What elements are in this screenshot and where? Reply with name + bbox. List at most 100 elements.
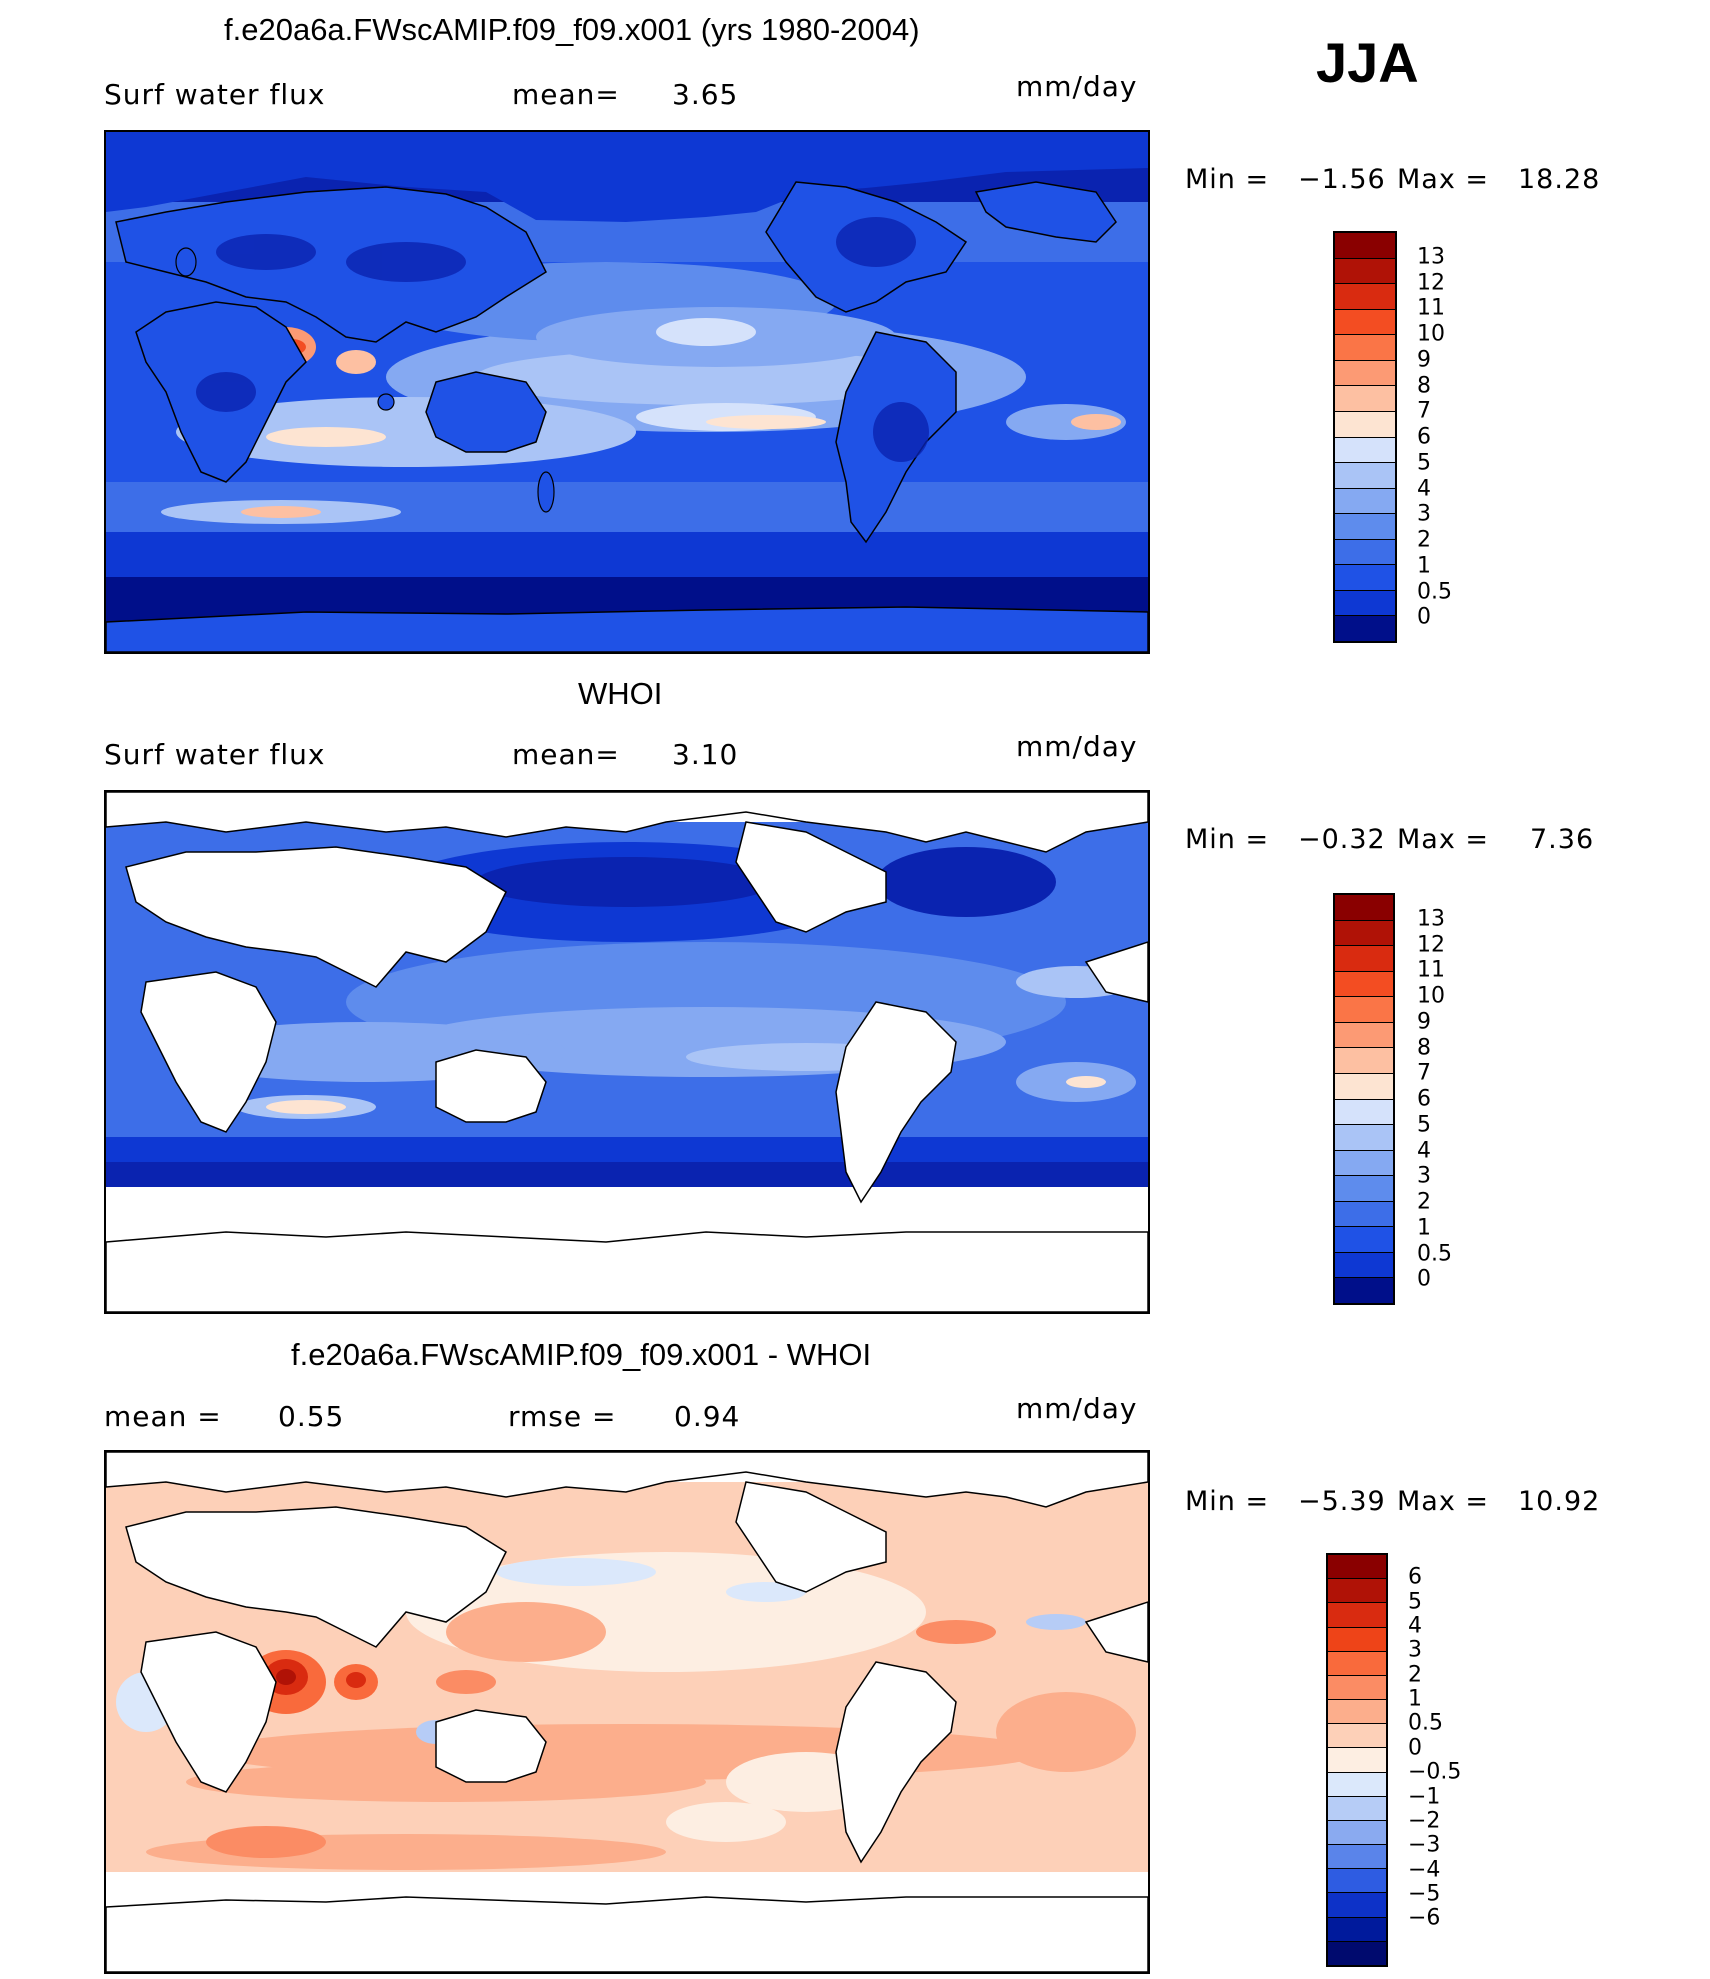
- panel2-max-label: Max =: [1397, 824, 1490, 855]
- panel1-mean-value: 3.65: [672, 78, 739, 111]
- colorbar-swatch: [1335, 410, 1395, 437]
- colorbar-swatch: [1328, 1868, 1386, 1893]
- colorbar-swatch: [1328, 1940, 1386, 1965]
- panel3-mean-value: 0.55: [278, 1400, 345, 1433]
- colorbar-label: 2: [1417, 1189, 1431, 1215]
- colorbar-swatch: [1335, 1226, 1393, 1252]
- colorbar-swatch: [1335, 283, 1395, 309]
- colorbar-swatch: [1335, 1200, 1393, 1227]
- colorbar-label: 4: [1408, 1613, 1422, 1639]
- panel2-max-value: 7.36: [1530, 824, 1595, 855]
- colorbar-swatch: [1335, 334, 1395, 360]
- panel3-mean-label: mean =: [104, 1400, 222, 1433]
- colorbar-label: 1: [1417, 1215, 1431, 1241]
- colorbar-swatch: [1335, 385, 1395, 411]
- colorbar-label: 0: [1408, 1735, 1422, 1761]
- panel1-variable-label: Surf water flux: [104, 78, 326, 111]
- panel2-min-label: Min =: [1185, 824, 1270, 855]
- colorbar-label: 1: [1417, 553, 1431, 579]
- colorbar-swatch: [1335, 1149, 1393, 1176]
- panel2-min-value: −0.32: [1298, 824, 1386, 855]
- colorbar-label: 2: [1408, 1662, 1422, 1688]
- colorbar-swatch: [1328, 1626, 1386, 1651]
- colorbar-swatch: [1328, 1892, 1386, 1917]
- colorbar-swatch: [1328, 1723, 1386, 1748]
- colorbar-label: −1: [1408, 1784, 1441, 1810]
- panel3-units: mm/day: [1016, 1392, 1138, 1425]
- panel2-colorbar: 13 12 11 10 9 8 7 6 5 4 3 2 1 0.5 0: [1333, 893, 1452, 1305]
- colorbar-swatch: [1328, 1747, 1386, 1772]
- colorbar-swatch: [1335, 895, 1393, 920]
- colorbar-swatch: [1328, 1555, 1386, 1579]
- colorbar-label: −2: [1408, 1808, 1441, 1834]
- colorbar-swatch: [1335, 615, 1395, 641]
- colorbar-label: 7: [1417, 1060, 1431, 1086]
- colorbar-label: −0.5: [1408, 1759, 1462, 1785]
- panel2-map: [104, 790, 1150, 1314]
- panel1-mean-label: mean=: [512, 78, 620, 111]
- colorbar-swatch: [1335, 1021, 1393, 1048]
- colorbar-label: 1: [1408, 1686, 1422, 1712]
- colorbar-swatch: [1335, 1098, 1393, 1125]
- colorbar-swatch: [1328, 1602, 1386, 1627]
- colorbar-swatch: [1335, 1175, 1393, 1201]
- colorbar-label: 11: [1417, 957, 1445, 983]
- colorbar-swatch: [1335, 970, 1393, 997]
- panel3-min-label: Min =: [1185, 1486, 1270, 1517]
- colorbar-label: 7: [1417, 398, 1431, 424]
- panel2-units: mm/day: [1016, 730, 1138, 763]
- panel3-max-value: 10.92: [1518, 1486, 1601, 1517]
- colorbar-label: 10: [1417, 321, 1445, 347]
- colorbar-label: 8: [1417, 1035, 1431, 1060]
- panel1-title: f.e20a6a.FWscAMIP.f09_f09.x001 (yrs 1980…: [224, 12, 920, 47]
- colorbar-swatch: [1328, 1771, 1386, 1796]
- colorbar-swatch: [1328, 1916, 1386, 1941]
- colorbar-label: 4: [1417, 1138, 1431, 1163]
- colorbar-label: 6: [1408, 1564, 1422, 1590]
- colorbar-swatch: [1328, 1844, 1386, 1869]
- panel3-colorbar-box: [1326, 1553, 1388, 1967]
- colorbar-swatch: [1335, 564, 1395, 590]
- colorbar-swatch: [1328, 1819, 1386, 1845]
- colorbar-swatch: [1328, 1795, 1386, 1820]
- colorbar-label: 0.5: [1417, 579, 1452, 604]
- colorbar-label: 9: [1417, 347, 1431, 373]
- colorbar-label: 5: [1408, 1589, 1422, 1615]
- colorbar-swatch: [1335, 308, 1395, 335]
- panel1-colorbar-box: [1333, 231, 1397, 643]
- panel2-variable-label: Surf water flux: [104, 738, 326, 771]
- colorbar-label: −4: [1408, 1857, 1441, 1883]
- panel1-max-label: Max =: [1397, 164, 1490, 195]
- panel2-mean-value: 3.10: [672, 738, 739, 771]
- panel1-max-value: 18.28: [1518, 164, 1601, 195]
- colorbar-swatch: [1335, 919, 1393, 946]
- panel1-min-value: −1.56: [1298, 164, 1386, 195]
- colorbar-label: 3: [1417, 1163, 1431, 1189]
- panel3-rmse-value: 0.94: [674, 1400, 741, 1433]
- colorbar-swatch: [1335, 513, 1395, 539]
- colorbar-label: 10: [1417, 983, 1445, 1009]
- panel1-units: mm/day: [1016, 70, 1138, 103]
- season-label: JJA: [1316, 31, 1419, 94]
- colorbar-swatch: [1335, 462, 1395, 488]
- panel1-min-label: Min =: [1185, 164, 1270, 195]
- colorbar-swatch: [1335, 538, 1395, 565]
- panel3-min-value: −5.39: [1298, 1486, 1386, 1517]
- colorbar-label: 11: [1417, 295, 1445, 321]
- colorbar-label: 3: [1408, 1637, 1422, 1663]
- panel2-title: WHOI: [578, 676, 663, 711]
- colorbar-swatch: [1335, 233, 1395, 258]
- panel3-title: f.e20a6a.FWscAMIP.f09_f09.x001 - WHOI: [291, 1337, 872, 1372]
- colorbar-label: 0.5: [1408, 1710, 1443, 1736]
- colorbar-swatch: [1335, 1047, 1393, 1073]
- colorbar-swatch: [1335, 487, 1395, 514]
- colorbar-label: 6: [1417, 424, 1431, 450]
- colorbar-swatch: [1335, 257, 1395, 284]
- colorbar-label: 4: [1417, 476, 1431, 501]
- colorbar-label: 9: [1417, 1009, 1431, 1035]
- colorbar-swatch: [1328, 1650, 1386, 1675]
- panel3-map: [104, 1450, 1150, 1974]
- colorbar-label: 3: [1417, 501, 1431, 527]
- colorbar-label: 5: [1417, 1112, 1431, 1138]
- colorbar-label: 0: [1417, 604, 1431, 630]
